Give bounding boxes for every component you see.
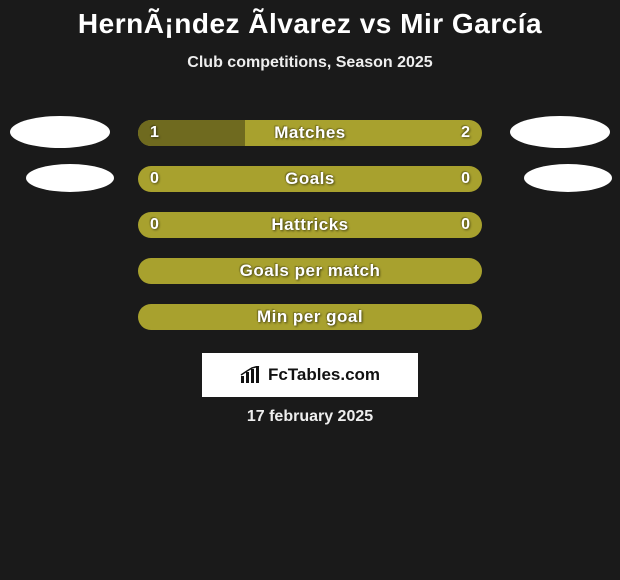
- stat-row: Min per goal: [0, 304, 620, 330]
- stat-row: Goals per match: [0, 258, 620, 284]
- stat-row: 0 Hattricks 0: [0, 212, 620, 238]
- brand-text: FcTables.com: [268, 365, 380, 385]
- stat-value-right: 0: [461, 212, 470, 238]
- stat-label: Hattricks: [138, 212, 482, 238]
- stat-row: 1 Matches 2: [0, 120, 620, 146]
- stat-value-right: 2: [461, 120, 470, 146]
- subtitle: Club competitions, Season 2025: [0, 54, 620, 72]
- stat-label: Goals: [138, 166, 482, 192]
- stat-row: 0 Goals 0: [0, 166, 620, 192]
- stat-label: Goals per match: [138, 258, 482, 284]
- brand-inner: FcTables.com: [240, 365, 380, 385]
- stat-label: Min per goal: [138, 304, 482, 330]
- comparison-chart: 1 Matches 2 0 Goals 0 0 Hattricks 0: [0, 120, 620, 350]
- stat-value-right: 0: [461, 166, 470, 192]
- page-title: HernÃ¡ndez Ãlvarez vs Mir García: [0, 0, 620, 40]
- brand-box[interactable]: FcTables.com: [202, 353, 418, 397]
- bar-chart-icon: [240, 366, 262, 384]
- comparison-card: HernÃ¡ndez Ãlvarez vs Mir García Club co…: [0, 0, 620, 580]
- stat-label: Matches: [138, 120, 482, 146]
- date: 17 february 2025: [0, 408, 620, 426]
